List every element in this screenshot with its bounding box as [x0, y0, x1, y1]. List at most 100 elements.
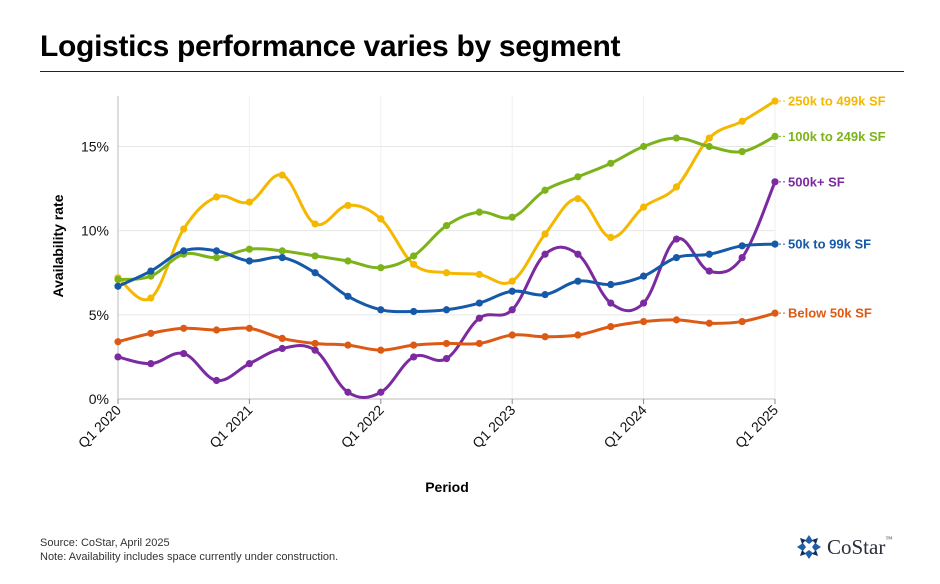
data-point-below-50k-sf: [508, 331, 516, 339]
costar-logo: CoStar™: [796, 534, 892, 560]
data-point-250k-to-499k-sf: [442, 269, 451, 277]
data-point-50k-to-99k-sf: [574, 277, 582, 285]
data-point-100k-to-249k-sf: [212, 254, 221, 262]
data-point-100k-to-249k-sf: [672, 134, 681, 142]
series-250k-to-499k-sf: [114, 97, 779, 302]
data-point-250k-to-499k-sf: [475, 270, 483, 279]
data-point-50k-to-99k-sf: [377, 306, 385, 314]
data-point-500k-sf: [180, 349, 188, 358]
data-point-below-50k-sf: [672, 316, 681, 324]
data-point-below-50k-sf: [771, 309, 779, 317]
data-point-500k-sf: [574, 250, 582, 258]
data-point-250k-to-499k-sf: [640, 203, 648, 211]
data-point-500k-sf: [344, 388, 352, 396]
data-point-below-50k-sf: [212, 326, 221, 334]
data-point-250k-to-499k-sf: [344, 201, 352, 210]
data-point-100k-to-249k-sf: [705, 142, 713, 151]
data-point-500k-sf: [705, 267, 713, 275]
data-point-below-50k-sf: [738, 317, 746, 326]
data-point-below-50k-sf: [574, 331, 582, 339]
series-50k-to-99k-sf: [114, 240, 779, 316]
data-point-below-50k-sf: [475, 339, 483, 348]
x-tick-label: Q1 2024: [600, 402, 649, 451]
series-below-50k-sf: [114, 309, 779, 354]
data-point-100k-to-249k-sf: [245, 245, 253, 253]
data-point-100k-to-249k-sf: [311, 252, 319, 260]
y-tick-label: 5%: [89, 307, 109, 323]
title-divider: [40, 71, 904, 72]
series-100k-to-249k-sf: [114, 132, 779, 284]
data-point-250k-to-499k-sf: [705, 134, 713, 142]
data-point-500k-sf: [508, 306, 516, 314]
data-point-below-50k-sf: [147, 329, 155, 337]
data-point-50k-to-99k-sf: [147, 267, 155, 275]
data-point-50k-to-99k-sf: [607, 280, 615, 289]
x-tick-label: Q1 2021: [206, 402, 255, 451]
source-note: Source: CoStar, April 2025: [40, 537, 170, 549]
data-point-250k-to-499k-sf: [672, 183, 681, 191]
data-point-500k-sf: [147, 360, 155, 368]
data-point-50k-to-99k-sf: [738, 242, 746, 250]
data-point-50k-to-99k-sf: [475, 299, 483, 307]
data-point-50k-to-99k-sf: [114, 282, 122, 290]
data-point-500k-sf: [311, 346, 319, 354]
data-point-250k-to-499k-sf: [278, 171, 286, 179]
data-point-below-50k-sf: [541, 333, 549, 341]
chart-title: Logistics performance varies by segment: [40, 30, 621, 63]
data-point-500k-sf: [212, 376, 221, 385]
data-point-below-50k-sf: [442, 339, 451, 348]
series-label-500k-sf: 500k+ SF: [788, 174, 845, 189]
series-line-500k-sf: [116, 180, 777, 399]
series-lines: [114, 97, 779, 399]
data-point-below-50k-sf: [377, 346, 385, 354]
data-point-250k-to-499k-sf: [311, 220, 319, 228]
data-point-50k-to-99k-sf: [180, 247, 188, 255]
data-point-50k-to-99k-sf: [640, 272, 648, 280]
data-point-500k-sf: [541, 250, 549, 258]
data-point-100k-to-249k-sf: [278, 247, 286, 255]
data-point-100k-to-249k-sf: [344, 257, 352, 265]
data-point-100k-to-249k-sf: [114, 275, 122, 284]
data-point-below-50k-sf: [705, 319, 713, 327]
y-tick-label: 0%: [89, 391, 109, 407]
data-point-500k-sf: [607, 299, 615, 307]
data-point-250k-to-499k-sf: [508, 277, 516, 285]
data-point-100k-to-249k-sf: [377, 264, 385, 272]
data-point-250k-to-499k-sf: [245, 198, 253, 206]
data-point-500k-sf: [410, 353, 418, 361]
data-point-50k-to-99k-sf: [212, 247, 221, 255]
data-point-250k-to-499k-sf: [377, 215, 385, 223]
data-point-500k-sf: [771, 178, 779, 186]
data-point-100k-to-249k-sf: [640, 142, 648, 151]
series-label-250k-to-499k-sf: 250k to 499k SF: [788, 94, 886, 109]
data-point-500k-sf: [640, 299, 648, 307]
data-point-below-50k-sf: [278, 334, 286, 342]
series-label-50k-to-99k-sf: 50k to 99k SF: [788, 237, 871, 252]
data-point-50k-to-99k-sf: [442, 306, 451, 314]
x-tick-label: Q1 2022: [338, 402, 387, 451]
data-point-500k-sf: [475, 314, 483, 322]
data-point-250k-to-499k-sf: [607, 233, 615, 241]
data-point-50k-to-99k-sf: [672, 254, 681, 262]
data-point-100k-to-249k-sf: [607, 159, 615, 167]
data-point-100k-to-249k-sf: [738, 147, 746, 156]
data-point-250k-to-499k-sf: [180, 225, 188, 233]
data-point-100k-to-249k-sf: [508, 213, 516, 221]
data-point-250k-to-499k-sf: [147, 294, 155, 302]
costar-star-icon: [797, 535, 821, 559]
series-label-100k-to-249k-sf: 100k to 249k SF: [788, 129, 886, 144]
data-point-250k-to-499k-sf: [212, 193, 221, 201]
series-label-below-50k-sf: Below 50k SF: [788, 306, 872, 321]
data-point-100k-to-249k-sf: [442, 222, 451, 230]
axes: 0% 5% 10% 15% Q1 2020 Q1 2021 Q1 2022 Q1 2023 Q1…: [75, 96, 781, 451]
x-tick-label: Q1 2023: [469, 402, 518, 451]
data-point-below-50k-sf: [607, 323, 615, 331]
data-point-below-50k-sf: [311, 339, 319, 348]
data-point-50k-to-99k-sf: [311, 269, 319, 277]
x-tick-label: Q1 2020: [75, 402, 124, 451]
data-point-250k-to-499k-sf: [738, 117, 746, 125]
data-point-100k-to-249k-sf: [147, 272, 155, 280]
y-axis-label: Availability rate: [50, 194, 66, 297]
x-tick-label: Q1 2025: [732, 402, 781, 451]
data-point-50k-to-99k-sf: [705, 250, 713, 258]
